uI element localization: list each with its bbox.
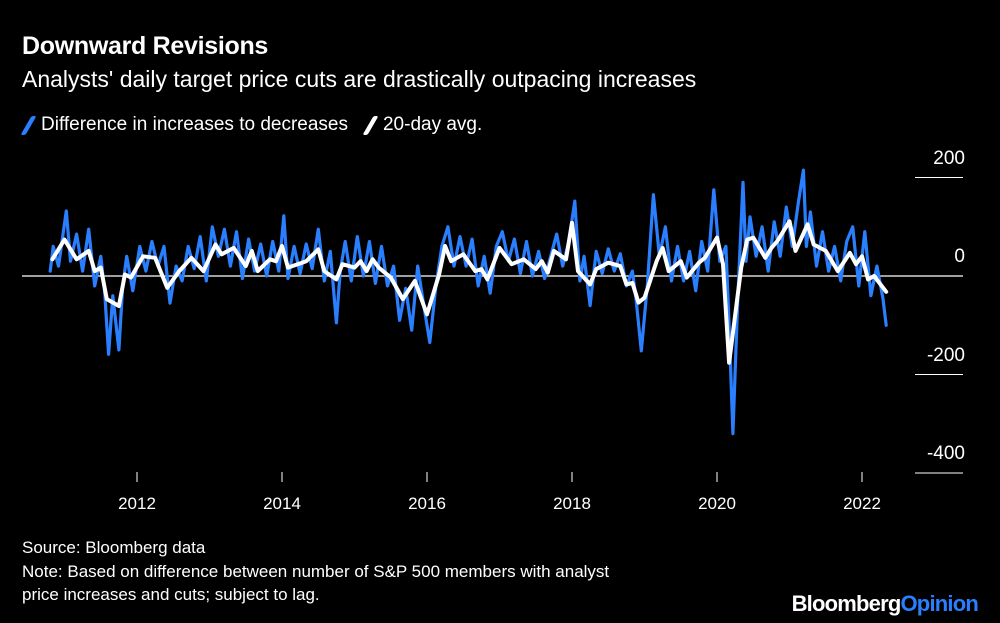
footnote-line-1: Note: Based on difference between number… [22, 562, 610, 581]
legend-item-avg: 20-day avg. [362, 114, 483, 136]
y-tick-label-200: 200 [933, 148, 965, 169]
avg-series-line [50, 219, 889, 365]
footnote-line-2: price increases and cuts; subject to lag… [22, 585, 320, 604]
y-tick-label-0: 0 [954, 246, 965, 267]
x-tick-label-2022: 2022 [843, 494, 881, 513]
logo-opinion: Opinion [900, 591, 979, 616]
chart-title: Downward Revisions [22, 32, 269, 60]
bloomberg-opinion-logo: BloombergOpinion [791, 591, 979, 617]
legend: Difference in increases to decreases 20-… [20, 114, 498, 136]
x-tick-label-2016: 2016 [408, 494, 446, 513]
legend-label-difference: Difference in increases to decreases [41, 114, 348, 135]
x-tick-label-2020: 2020 [698, 494, 736, 513]
x-tick-label-2014: 2014 [263, 494, 301, 513]
logo-bloomberg: Bloomberg [791, 591, 902, 616]
source-note: Source: Bloomberg data [22, 538, 206, 557]
x-tick-label-2012: 2012 [118, 494, 156, 513]
difference-series-line [48, 168, 888, 436]
y-tick-label-neg200: -200 [927, 345, 965, 366]
x-tick-label-2018: 2018 [553, 494, 591, 513]
legend-item-difference: Difference in increases to decreases [20, 114, 348, 136]
chart-subtitle: Analysts' daily target price cuts are dr… [22, 66, 697, 92]
y-tick-label-neg400: -400 [927, 443, 965, 464]
legend-label-avg: 20-day avg. [382, 114, 483, 135]
